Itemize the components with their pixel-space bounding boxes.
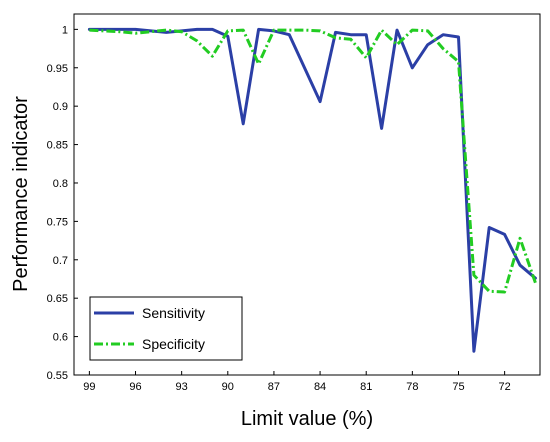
y-axis-title: Performance indicator (10, 96, 32, 292)
y-axis-ticks: 0.55 0.6 0.65 0.7 0.75 0.8 0.85 0.9 0.95 1 (47, 24, 78, 382)
legend: Sensitivity Specificity (89, 296, 243, 361)
x-tick-label: 96 (129, 381, 141, 393)
legend-box (89, 296, 243, 361)
x-tick-label: 90 (222, 381, 234, 393)
series-lines (87, 27, 537, 353)
x-tick-label: 93 (176, 381, 188, 393)
y-tick-label: 0.8 (53, 178, 68, 190)
x-tick-label: 81 (360, 381, 372, 393)
x-tick-label: 78 (406, 381, 418, 393)
y-tick-label: 0.7 (53, 255, 68, 267)
legend-label-specificity: Specificity (142, 336, 205, 352)
legend-label-sensitivity: Sensitivity (142, 305, 205, 321)
y-tick-label: 0.75 (47, 216, 68, 228)
series-line-specificity (89, 28, 537, 294)
x-tick-label: 75 (452, 381, 464, 393)
y-tick-label: 0.9 (53, 101, 68, 113)
y-tick-label: 0.95 (47, 63, 68, 75)
x-axis-title: Limit value (%) (241, 408, 373, 430)
x-axis-ticks: 99 96 93 90 87 84 81 78 75 72 (83, 371, 511, 393)
y-tick-label: 1 (62, 24, 68, 36)
x-tick-label: 72 (499, 381, 511, 393)
x-tick-label: 99 (83, 381, 95, 393)
y-tick-label: 0.85 (47, 140, 68, 152)
y-tick-label: 0.65 (47, 293, 68, 305)
y-tick-label: 0.55 (47, 370, 68, 382)
x-tick-label: 87 (268, 381, 280, 393)
y-tick-label: 0.6 (53, 332, 68, 344)
x-tick-label: 84 (314, 381, 326, 393)
